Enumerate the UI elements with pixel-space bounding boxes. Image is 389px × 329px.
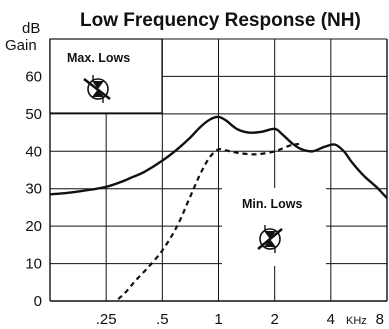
plot-area: Max. Lows Min. Lows bbox=[25, 38, 388, 328]
min-lows-annotation: Min. Lows bbox=[222, 188, 326, 266]
y-tick-label: 30 bbox=[25, 181, 42, 198]
y-tick-label: 40 bbox=[25, 143, 42, 160]
x-tick-labels: .25 .5 1 2 4 8 bbox=[96, 311, 384, 328]
x-tick-label: .5 bbox=[156, 311, 169, 328]
x-tick-label: 4 bbox=[327, 311, 335, 328]
y-axis-unit: dB bbox=[22, 20, 40, 37]
x-tick-label: 8 bbox=[376, 311, 384, 328]
max-lows-label: Max. Lows bbox=[67, 51, 130, 65]
knob-dial-icon-min bbox=[257, 225, 283, 253]
y-tick-labels: 0 10 20 30 40 50 60 bbox=[25, 68, 42, 310]
series-line-max-lows bbox=[49, 115, 388, 199]
min-lows-label-box bbox=[222, 188, 326, 266]
y-axis-label: Gain bbox=[5, 37, 37, 54]
y-tick-label: 10 bbox=[25, 256, 42, 273]
x-tick-label: 1 bbox=[214, 311, 222, 328]
y-tick-label: 0 bbox=[34, 293, 42, 310]
chart-title: Low Frequency Response (NH) bbox=[80, 10, 361, 31]
x-axis-unit: KHz bbox=[346, 315, 367, 327]
knob-dial-icon-max bbox=[83, 75, 111, 103]
series-line-min-lows bbox=[117, 142, 300, 300]
series-layer bbox=[49, 115, 388, 300]
y-tick-label: 60 bbox=[25, 68, 42, 85]
min-lows-label: Min. Lows bbox=[242, 197, 302, 211]
max-lows-label-box bbox=[49, 38, 163, 114]
y-tick-label: 50 bbox=[25, 106, 42, 123]
y-tick-label: 20 bbox=[25, 218, 42, 235]
x-tick-label: .25 bbox=[96, 311, 117, 328]
max-lows-annotation: Max. Lows bbox=[49, 38, 163, 114]
x-tick-label: 2 bbox=[270, 311, 278, 328]
